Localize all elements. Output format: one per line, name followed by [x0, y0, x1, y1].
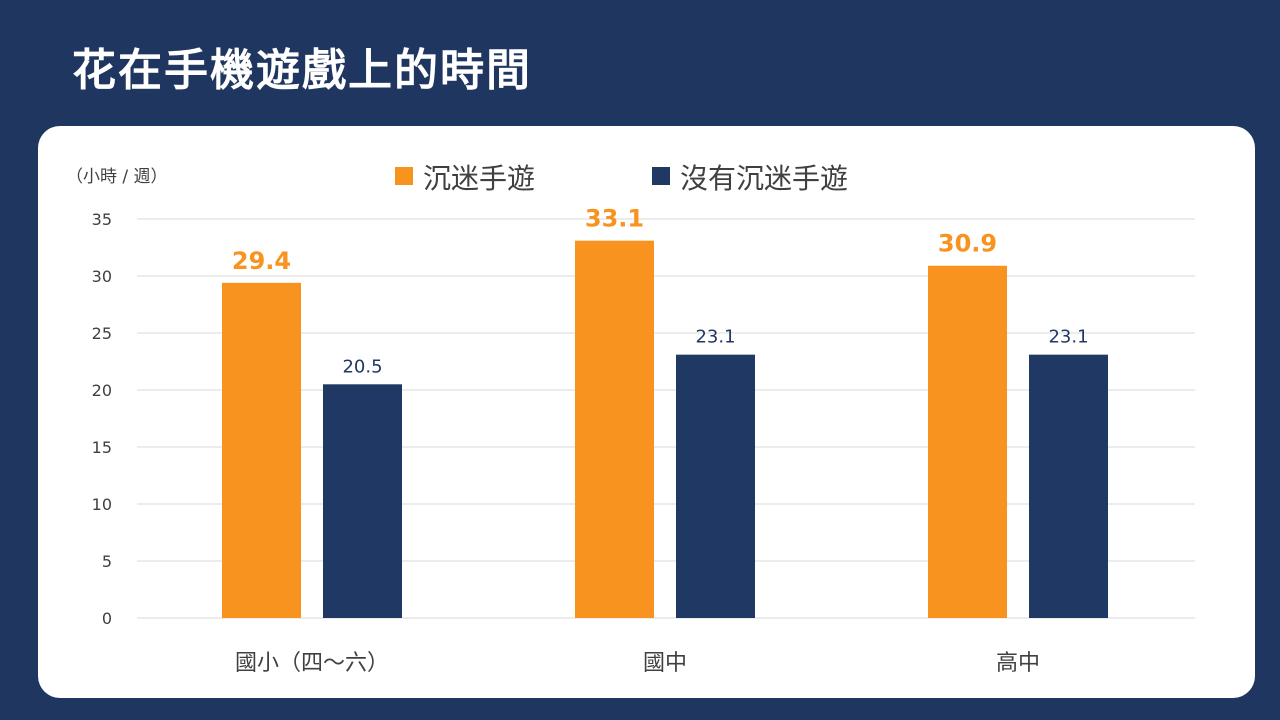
bar-not-addicted [1029, 354, 1108, 618]
y-tick-label: 10 [92, 495, 112, 514]
legend-swatch [395, 167, 413, 185]
bar-not-addicted [323, 384, 402, 618]
y-tick-label: 30 [92, 267, 112, 286]
bar-addicted [928, 265, 1007, 618]
data-label: 29.4 [232, 247, 291, 275]
legend-label: 沒有沉迷手遊 [680, 162, 848, 195]
bar-addicted [222, 282, 301, 618]
category-label: 國小（四～六） [235, 651, 389, 676]
y-axis-unit-label: （小時 / 週） [66, 167, 168, 187]
legend-swatch [652, 167, 670, 185]
y-tick-label: 25 [92, 324, 112, 343]
y-tick-label: 35 [92, 210, 112, 229]
legend-label: 沉迷手遊 [423, 162, 535, 195]
data-label: 23.1 [695, 327, 735, 348]
y-tick-label: 0 [102, 609, 112, 628]
category-label: 高中 [996, 651, 1040, 676]
page-title: 花在手機遊戲上的時間 [72, 45, 532, 96]
data-label: 23.1 [1048, 327, 1088, 348]
data-label: 30.9 [938, 230, 997, 258]
bar-addicted [575, 240, 654, 618]
data-label: 33.1 [585, 205, 644, 233]
y-tick-label: 15 [92, 438, 112, 457]
data-label: 20.5 [342, 356, 382, 377]
bar-not-addicted [676, 354, 755, 618]
y-tick-label: 5 [102, 552, 112, 571]
category-label: 國中 [643, 651, 687, 676]
y-tick-label: 20 [92, 381, 112, 400]
